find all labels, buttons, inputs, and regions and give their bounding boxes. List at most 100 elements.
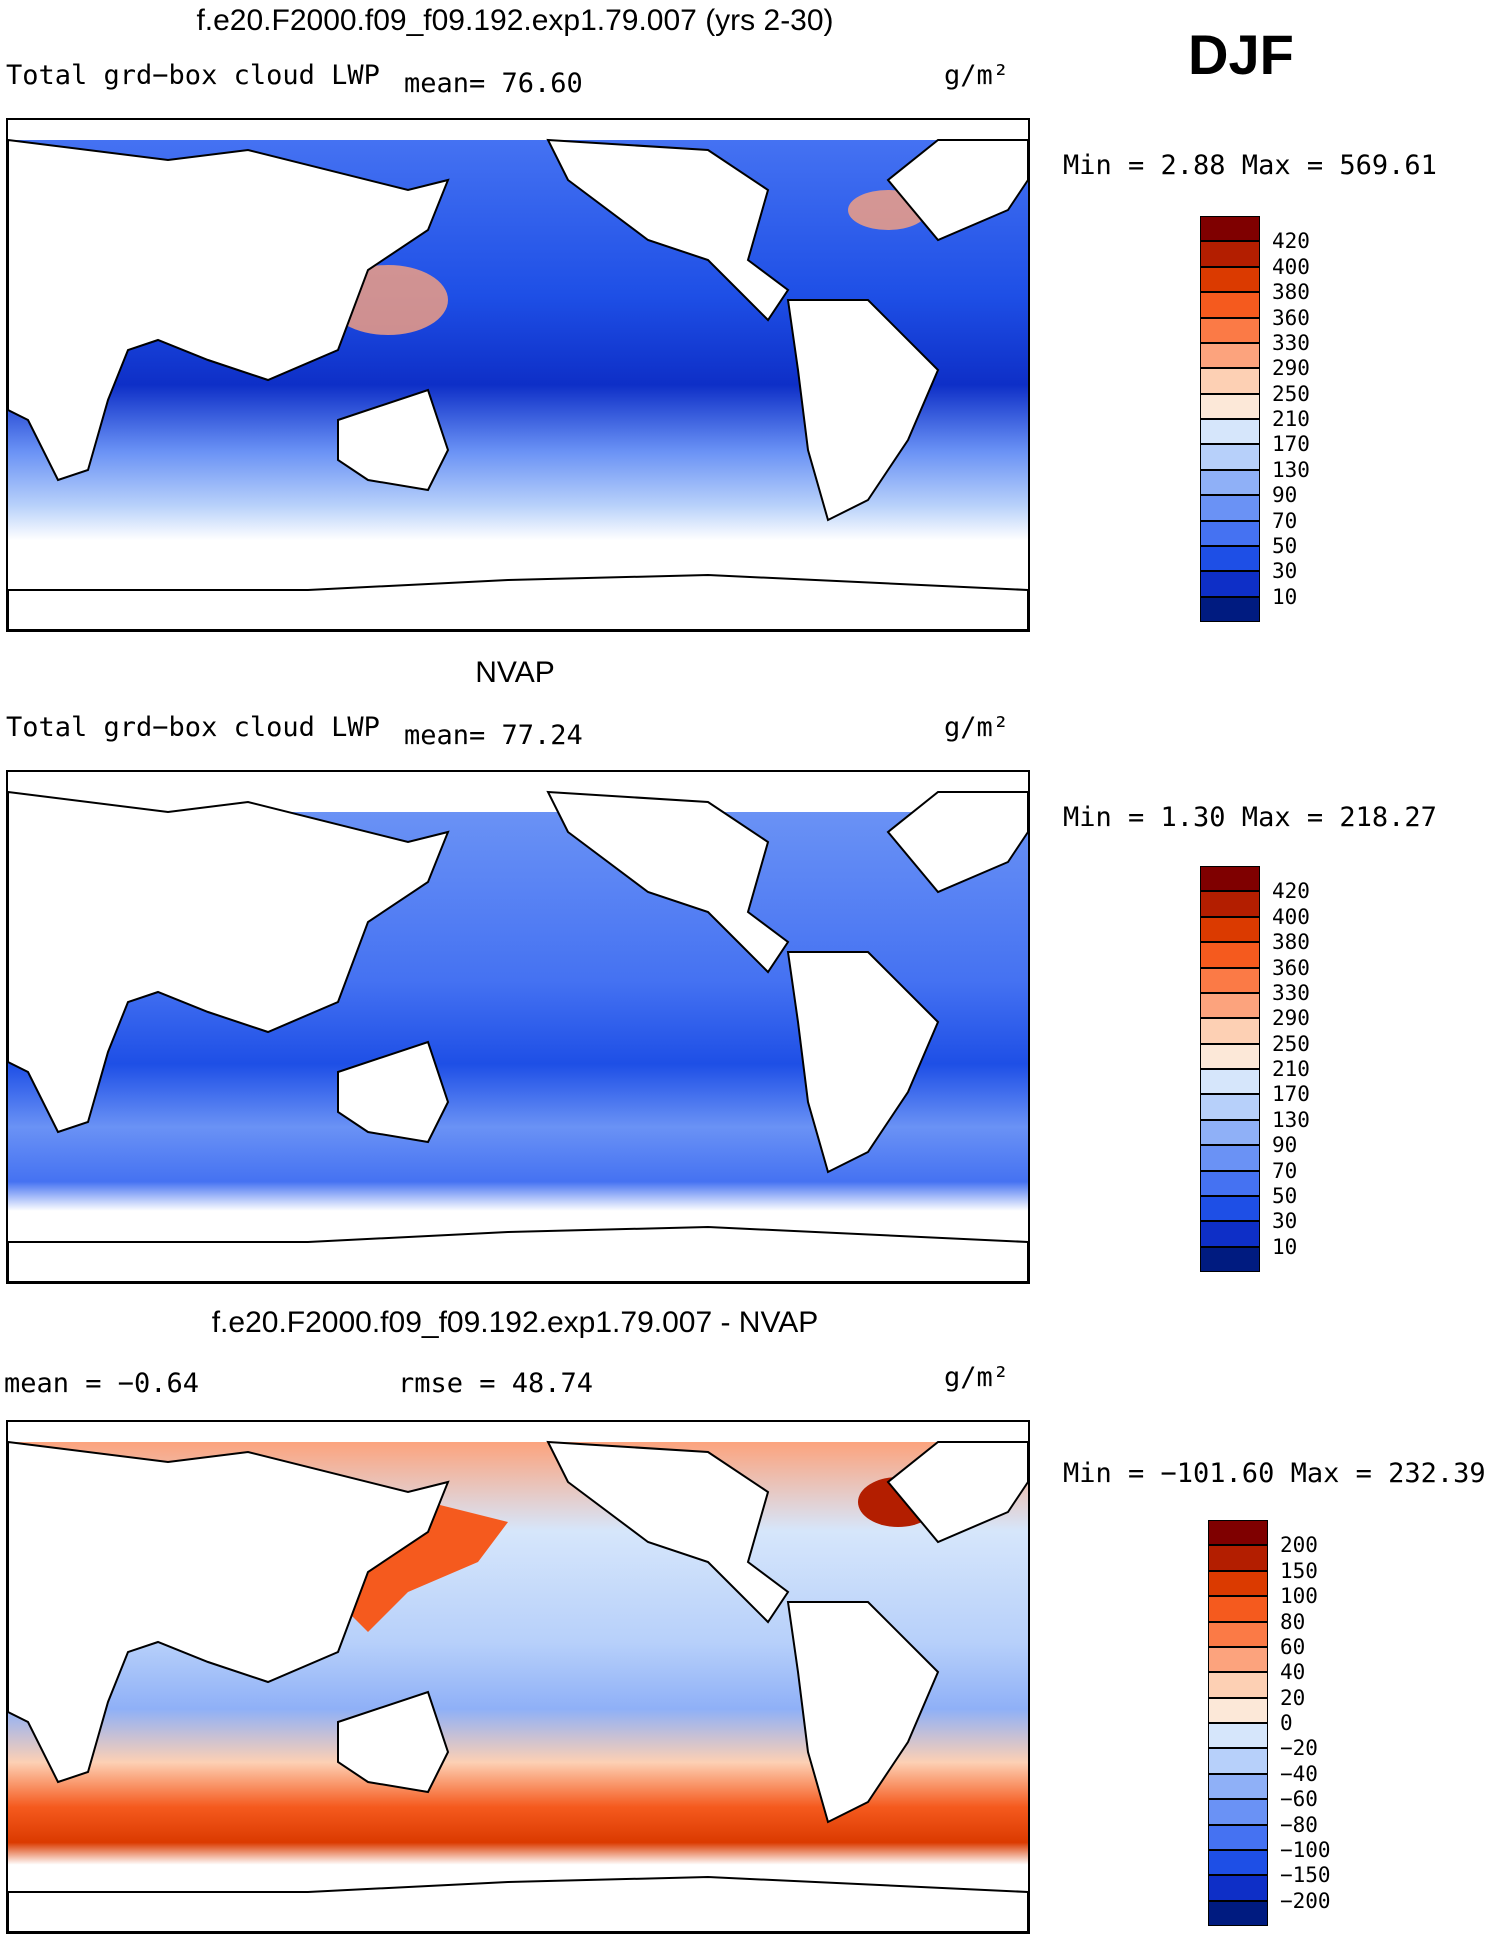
colorbar-swatch bbox=[1208, 1824, 1268, 1850]
colorbar-tick-label: 20 bbox=[1280, 1685, 1306, 1710]
antarctica bbox=[8, 573, 1028, 630]
colorbar-swatch bbox=[1200, 419, 1260, 445]
north-america bbox=[546, 790, 790, 974]
colorbar-swatch bbox=[1200, 216, 1260, 242]
panel-title-model: f.e20.F2000.f09_f09.192.exp1.79.007 (yrs… bbox=[196, 4, 834, 37]
colorbar-swatch bbox=[1208, 1723, 1268, 1749]
colorbar-tick-label: 0 bbox=[1280, 1711, 1293, 1735]
colorbar-swatch bbox=[1208, 1596, 1268, 1622]
colorbar-swatch bbox=[1208, 1799, 1268, 1825]
colorbar-tick-label: 10 bbox=[1272, 584, 1298, 609]
colorbar-tick-label: 150 bbox=[1280, 1558, 1318, 1583]
south-america bbox=[786, 1601, 940, 1824]
eurasia-africa bbox=[8, 138, 450, 482]
colorbar-swatch bbox=[1200, 241, 1260, 267]
continents bbox=[8, 790, 1028, 1282]
colorbar-tick-label: 80 bbox=[1280, 1609, 1306, 1634]
south-america bbox=[786, 951, 940, 1174]
colorbar-model: 420 400 380 360 330 290 250 210 170 130 90 70 50 30 10 bbox=[1200, 216, 1310, 622]
colorbar-tick-label: 330 bbox=[1272, 330, 1310, 355]
variable-label-model: Total grd−box cloud LWP bbox=[6, 60, 380, 91]
colorbar-swatch bbox=[1200, 1018, 1260, 1044]
colorbar-tick-label: 170 bbox=[1272, 432, 1310, 457]
map-diff bbox=[6, 1420, 1030, 1934]
australia bbox=[337, 1040, 450, 1144]
colorbar-swatch bbox=[1200, 1094, 1260, 1120]
eurasia-africa bbox=[8, 790, 450, 1134]
colorbar-tick-label: 130 bbox=[1272, 457, 1310, 482]
colorbar-obs: 420 400 380 360 330 290 250 210 170 130 90 70 50 30 10 bbox=[1200, 866, 1310, 1272]
colorbar-swatch bbox=[1200, 368, 1260, 394]
mean-label-obs: mean= 77.24 bbox=[404, 720, 583, 751]
map-obs bbox=[6, 770, 1030, 1284]
minmax-diff: Min = −101.60 Max = 232.39 bbox=[1063, 1458, 1486, 1489]
colorbar-swatch bbox=[1208, 1773, 1268, 1800]
variable-label-obs: Total grd−box cloud LWP bbox=[6, 712, 380, 743]
north-america bbox=[546, 1440, 790, 1624]
colorbar-swatch bbox=[1208, 1900, 1268, 1926]
continents bbox=[8, 1440, 1028, 1932]
minmax-obs: Min = 1.30 Max = 218.27 bbox=[1063, 802, 1437, 833]
season-label: DJF bbox=[1188, 23, 1294, 86]
colorbar-tick-label: 290 bbox=[1272, 356, 1310, 381]
units-label-obs: g/m² bbox=[944, 712, 1010, 743]
colorbar-tick-label: 70 bbox=[1272, 1158, 1298, 1183]
colorbar-tick-label: 90 bbox=[1272, 1133, 1298, 1158]
colorbar-tick-label: −40 bbox=[1280, 1761, 1318, 1786]
colorbar-tick-label: 290 bbox=[1272, 1006, 1310, 1031]
colorbar-swatch bbox=[1200, 495, 1260, 521]
colorbar-tick-label: 30 bbox=[1272, 559, 1298, 584]
colorbar-tick-label: 400 bbox=[1272, 904, 1310, 929]
colorbar-tick-label: 130 bbox=[1272, 1107, 1310, 1132]
colorbar-tick-label: 200 bbox=[1280, 1533, 1318, 1558]
colorbar-swatch bbox=[1208, 1748, 1268, 1774]
colorbar-swatch bbox=[1200, 1145, 1260, 1171]
colorbar-tick-label: −80 bbox=[1280, 1812, 1318, 1837]
colorbar-swatch bbox=[1200, 916, 1260, 943]
colorbar-tick-label: −200 bbox=[1280, 1888, 1331, 1913]
colorbar-swatch bbox=[1208, 1849, 1268, 1876]
colorbar-swatch bbox=[1200, 317, 1260, 343]
colorbar-swatch bbox=[1200, 393, 1260, 419]
colorbar-tick-label: −150 bbox=[1280, 1863, 1331, 1888]
north-america bbox=[546, 138, 790, 322]
colorbar-tick-label: 70 bbox=[1272, 508, 1298, 533]
colorbar-tick-label: 170 bbox=[1272, 1082, 1310, 1107]
colorbar-swatch bbox=[1200, 992, 1260, 1019]
colorbar-tick-label: 380 bbox=[1272, 280, 1310, 305]
colorbar-swatch bbox=[1208, 1570, 1268, 1597]
colorbar-swatch bbox=[1200, 866, 1260, 892]
colorbar-swatch bbox=[1208, 1875, 1268, 1901]
colorbar-tick-label: 30 bbox=[1272, 1209, 1298, 1234]
colorbar-tick-label: 420 bbox=[1272, 879, 1310, 904]
colorbar-swatch bbox=[1200, 1170, 1260, 1196]
australia bbox=[337, 388, 450, 492]
colorbar-swatch bbox=[1208, 1545, 1268, 1571]
colorbar-swatch bbox=[1200, 266, 1260, 293]
colorbar-diff: 200 150 100 80 60 40 20 0 −20 −40 −60 −80 −100 −150 −2… bbox=[1208, 1520, 1331, 1926]
greenland-europe bbox=[886, 139, 1028, 242]
eurasia-africa bbox=[8, 1440, 450, 1784]
colorbar-swatch bbox=[1200, 469, 1260, 496]
colorbar-tick-label: 90 bbox=[1272, 483, 1298, 508]
colorbar-tick-label: 330 bbox=[1272, 980, 1310, 1005]
colorbar-tick-label: 40 bbox=[1280, 1660, 1306, 1685]
colorbar-tick-label: 250 bbox=[1272, 1031, 1310, 1056]
greenland-europe bbox=[886, 791, 1028, 894]
mean-label-model: mean= 76.60 bbox=[404, 68, 583, 99]
colorbar-tick-label: 100 bbox=[1280, 1584, 1318, 1609]
panel-title-diff: f.e20.F2000.f09_f09.192.exp1.79.007 - NV… bbox=[211, 1306, 819, 1339]
map-obs-svg bbox=[8, 790, 1028, 1282]
colorbar-swatch bbox=[1200, 1246, 1260, 1272]
colorbar-swatch bbox=[1200, 444, 1260, 470]
colorbar-tick-label: 60 bbox=[1280, 1634, 1306, 1659]
greenland-europe bbox=[886, 1441, 1028, 1544]
colorbar-swatch bbox=[1200, 942, 1260, 968]
units-label-diff: g/m² bbox=[944, 1362, 1010, 1393]
antarctica bbox=[8, 1225, 1028, 1282]
colorbar-tick-label: −60 bbox=[1280, 1787, 1318, 1812]
colorbar-swatch bbox=[1200, 1221, 1260, 1247]
colorbar-tick-label: 250 bbox=[1272, 381, 1310, 406]
colorbar-tick-label: −100 bbox=[1280, 1837, 1331, 1862]
panel-title-obs: NVAP bbox=[475, 656, 555, 689]
